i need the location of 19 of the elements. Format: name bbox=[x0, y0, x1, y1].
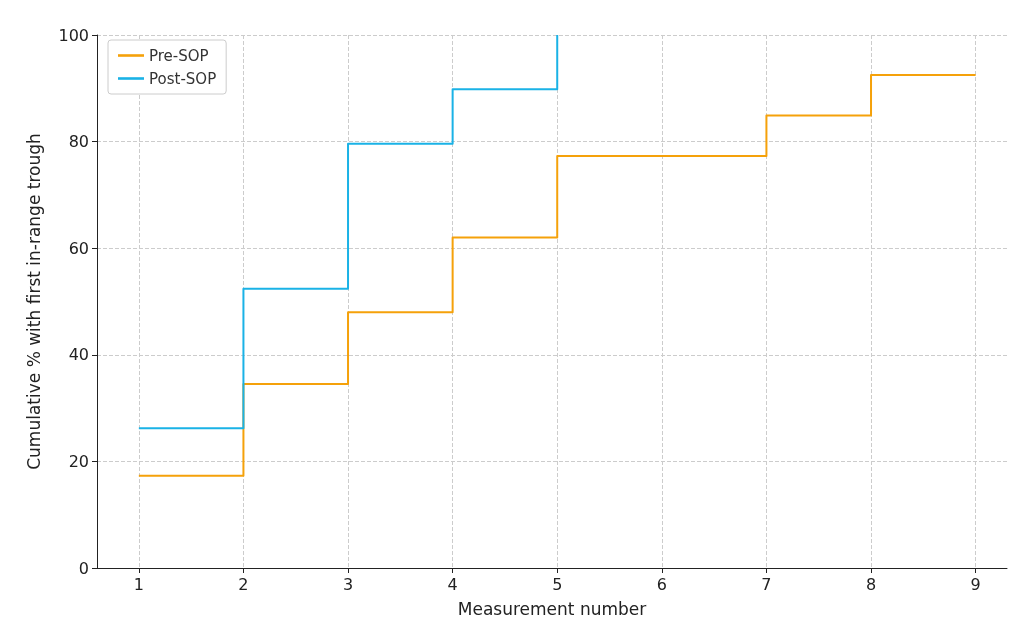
y-tick-label: 100 bbox=[58, 25, 89, 45]
x-axis-title: Measurement number bbox=[457, 598, 647, 619]
legend-label: Post-SOP bbox=[149, 69, 217, 88]
x-tick-label: 1 bbox=[133, 574, 144, 594]
y-tick-label: 60 bbox=[68, 238, 89, 258]
y-axis-title: Cumulative % with first in-range trough bbox=[23, 133, 44, 470]
x-tick-label: 8 bbox=[865, 574, 877, 594]
x-tick-label: 6 bbox=[656, 574, 667, 594]
y-tick-label: 0 bbox=[78, 558, 89, 578]
x-tick-label: 2 bbox=[238, 574, 249, 594]
x-tick-label: 4 bbox=[447, 574, 458, 594]
y-tick-label: 80 bbox=[68, 132, 89, 152]
y-tick-label: 40 bbox=[68, 345, 89, 365]
y-tick-label: 20 bbox=[68, 451, 89, 471]
x-tick-label: 5 bbox=[552, 574, 563, 594]
x-tick-label: 9 bbox=[970, 574, 981, 594]
legend-label: Pre-SOP bbox=[149, 46, 209, 65]
x-tick-label: 3 bbox=[342, 574, 354, 594]
x-tick-label: 7 bbox=[761, 574, 772, 594]
